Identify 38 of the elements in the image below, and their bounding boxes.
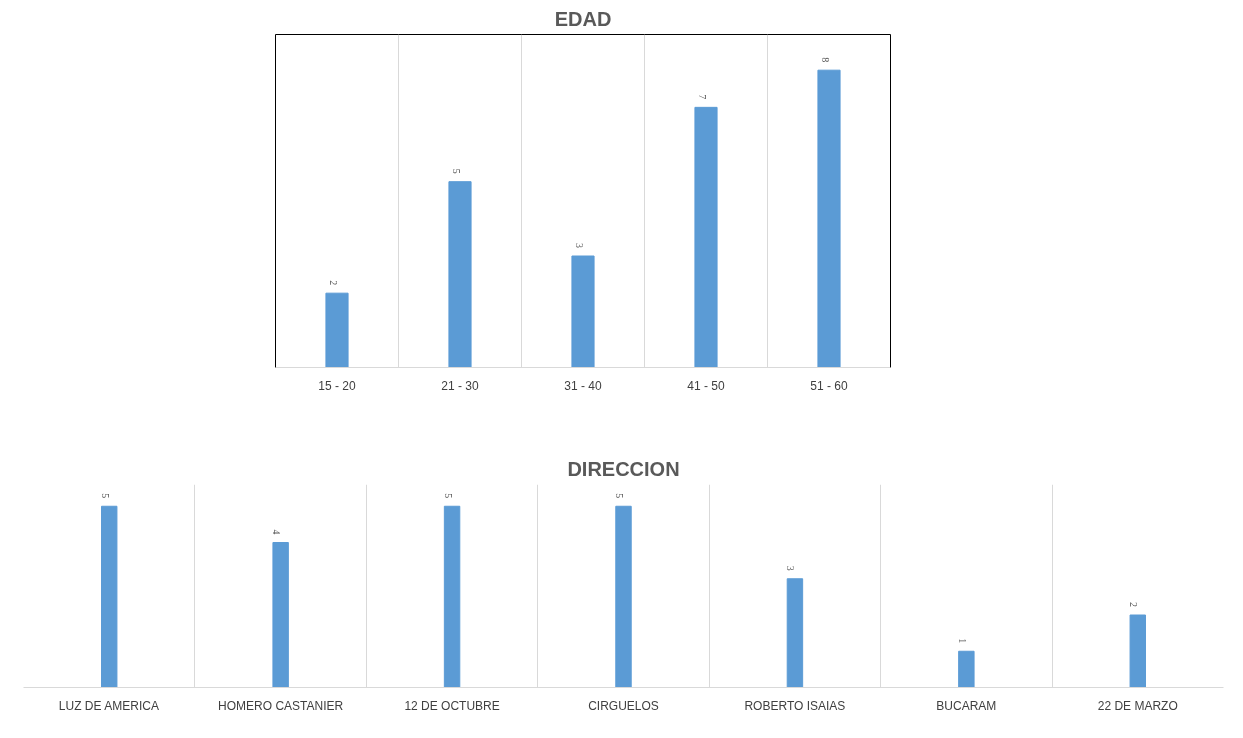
chart-title: EDAD (554, 7, 612, 30)
bar (448, 181, 472, 368)
bar (694, 106, 718, 368)
bar (786, 578, 804, 688)
data-label: 5 (450, 168, 462, 174)
data-label: 3 (573, 243, 585, 248)
x-tick-label: 22 DE MARZO (1097, 698, 1178, 713)
data-label: 3 (785, 565, 797, 571)
data-label: 2 (1128, 602, 1140, 607)
bar (443, 505, 461, 688)
chart-title: DIRECCION (567, 457, 680, 480)
data-label: 2 (327, 280, 339, 286)
x-tick-label: 12 DE OCTUBRE (404, 698, 500, 713)
bar (958, 650, 975, 688)
x-tick-label: 21 - 30 (441, 378, 480, 393)
data-label: 5 (442, 493, 454, 499)
data-label: 4 (271, 529, 283, 535)
data-label: 8 (819, 57, 831, 63)
bar (1129, 614, 1146, 688)
x-tick-label: BUCARAM (936, 698, 997, 713)
x-tick-label: HOMERO CASTANIER (218, 698, 344, 713)
x-tick-label: 15 - 20 (318, 378, 357, 393)
x-tick-label: 31 - 40 (564, 378, 603, 393)
x-tick-label: 41 - 50 (687, 378, 726, 393)
bar (615, 505, 632, 688)
x-tick-label: LUZ DE AMERICA (58, 698, 159, 713)
data-label: 5 (614, 493, 625, 499)
bar (571, 255, 595, 368)
bar (101, 505, 118, 688)
x-tick-label: 51 - 60 (810, 378, 849, 393)
x-tick-label: ROBERTO ISAIAS (744, 698, 846, 713)
x-tick-label: CIRGUELOS (588, 698, 659, 713)
bar (817, 69, 841, 368)
data-label: 7 (696, 94, 708, 100)
bar (272, 542, 289, 688)
data-label: 1 (956, 638, 968, 644)
data-label: 5 (99, 493, 111, 499)
bar (325, 292, 349, 368)
